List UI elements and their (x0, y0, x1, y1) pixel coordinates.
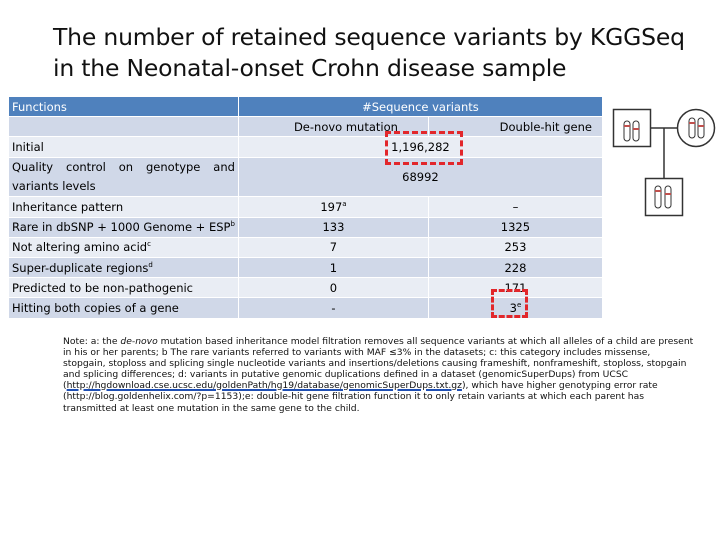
child-chromosome-icon (654, 185, 672, 209)
row-label: Hitting both copies of a gene (8, 297, 239, 319)
table-row: Inheritance pattern 197a – (8, 196, 603, 218)
doublehit-count: 228 (427, 256, 603, 279)
father-square-icon (612, 108, 652, 148)
table-row: Quality control on genotype and variants… (8, 156, 603, 198)
doublehit-header: Double-hit gene (427, 116, 603, 138)
table-row: Not altering amino acidc 7 253 (8, 236, 603, 258)
highlight-box-total (385, 131, 463, 165)
row-label: Super-duplicate regionsd (8, 256, 239, 279)
table-row: Hitting both copies of a gene -3e (8, 297, 603, 319)
denovo-header: De-novo mutation (237, 116, 429, 138)
row-label: Rare in dbSNP + 1000 Genome + ESPb (8, 216, 239, 238)
denovo-count: 133 (237, 216, 429, 238)
highlight-box-result (491, 289, 528, 318)
table-subheader-row: De-novo mutation Double-hit gene (8, 116, 603, 138)
mother-chromosome-icon (688, 117, 705, 139)
denovo-count: 7 (237, 236, 429, 258)
doublehit-count: 1325 (427, 216, 603, 238)
variants-table: Functions #Sequence variants De-novo mut… (8, 95, 603, 319)
row-value: 1,196,282 (237, 136, 603, 158)
denovo-count: 1 (237, 256, 429, 279)
doublehit-count: 253 (427, 236, 603, 258)
page-title: The number of retained sequence variants… (53, 23, 685, 82)
pedigree-diagram (612, 108, 716, 217)
row-label: Initial (8, 136, 239, 158)
row-label: Not altering amino acidc (8, 236, 239, 258)
table-header-row: Functions #Sequence variants (8, 95, 603, 118)
row-label: Inheritance pattern (8, 196, 239, 218)
functions-header: Functions (8, 95, 239, 118)
child-square-icon (644, 177, 684, 217)
row-label: Quality control on genotype and variants… (8, 156, 239, 198)
denovo-count: 197a (237, 196, 429, 218)
variants-header: #Sequence variants (237, 95, 603, 118)
footnote: Note: a: the de-novo mutation based inhe… (63, 336, 694, 414)
table-row: Super-duplicate regionsd 1 228 (8, 256, 603, 279)
row-label: Predicted to be non-pathogenic (8, 277, 239, 299)
doublehit-count: – (427, 196, 603, 218)
table-row: Rare in dbSNP + 1000 Genome + ESPb 133 132… (8, 216, 603, 238)
denovo-count: - (237, 297, 429, 319)
mother-circle-icon (676, 108, 716, 148)
superdups-link[interactable]: http://hgdownload.cse.ucsc.edu/goldenPat… (66, 380, 462, 392)
table-row: Initial 1,196,282 (8, 136, 603, 158)
father-chromosome-icon (623, 120, 640, 142)
denovo-count: 0 (237, 277, 429, 299)
doublehit-count: 171 (427, 277, 603, 299)
